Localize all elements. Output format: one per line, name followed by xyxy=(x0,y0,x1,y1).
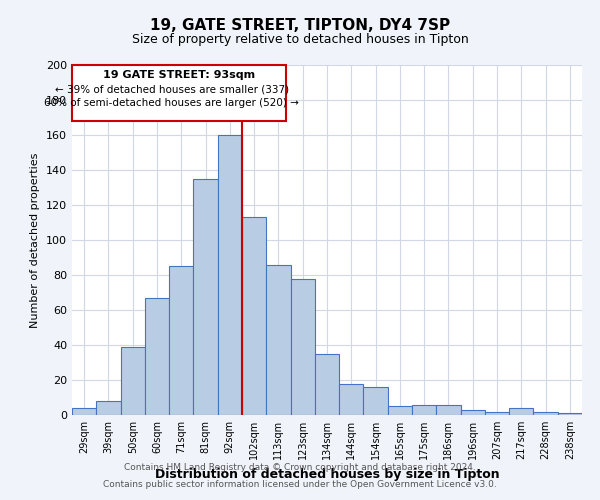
Bar xyxy=(218,135,242,415)
Text: Contains public sector information licensed under the Open Government Licence v3: Contains public sector information licen… xyxy=(103,480,497,489)
Text: 60% of semi-detached houses are larger (520) →: 60% of semi-detached houses are larger (… xyxy=(44,98,299,108)
Bar xyxy=(339,384,364,415)
Bar xyxy=(436,404,461,415)
Bar xyxy=(266,264,290,415)
Bar xyxy=(509,408,533,415)
Bar xyxy=(145,298,169,415)
Bar xyxy=(412,404,436,415)
Bar xyxy=(315,354,339,415)
Bar xyxy=(533,412,558,415)
Bar xyxy=(193,179,218,415)
Bar xyxy=(364,387,388,415)
Y-axis label: Number of detached properties: Number of detached properties xyxy=(31,152,40,328)
Bar xyxy=(290,278,315,415)
Bar xyxy=(461,410,485,415)
Bar xyxy=(121,347,145,415)
Text: Contains HM Land Registry data © Crown copyright and database right 2024.: Contains HM Land Registry data © Crown c… xyxy=(124,462,476,471)
Bar xyxy=(242,217,266,415)
Bar xyxy=(485,412,509,415)
Text: Size of property relative to detached houses in Tipton: Size of property relative to detached ho… xyxy=(131,32,469,46)
Bar xyxy=(169,266,193,415)
FancyBboxPatch shape xyxy=(72,65,286,121)
Text: ← 39% of detached houses are smaller (337): ← 39% of detached houses are smaller (33… xyxy=(55,84,289,94)
X-axis label: Distribution of detached houses by size in Tipton: Distribution of detached houses by size … xyxy=(155,468,499,480)
Bar xyxy=(388,406,412,415)
Bar xyxy=(72,408,96,415)
Text: 19, GATE STREET, TIPTON, DY4 7SP: 19, GATE STREET, TIPTON, DY4 7SP xyxy=(150,18,450,32)
Bar xyxy=(96,401,121,415)
Text: 19 GATE STREET: 93sqm: 19 GATE STREET: 93sqm xyxy=(103,70,255,80)
Bar xyxy=(558,413,582,415)
